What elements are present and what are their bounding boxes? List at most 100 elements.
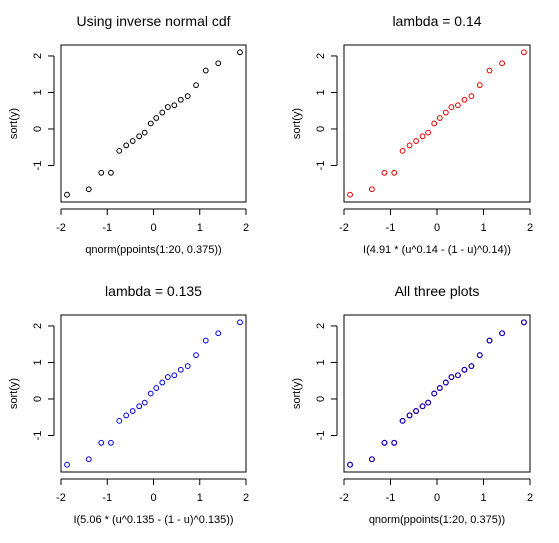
y-tick-label: 1 xyxy=(32,359,44,365)
y-tick-label: 1 xyxy=(315,89,327,95)
data-point xyxy=(177,96,184,103)
data-point xyxy=(171,372,178,379)
data-point xyxy=(85,186,92,193)
x-tick-label: 0 xyxy=(150,492,156,504)
data-point xyxy=(215,330,222,337)
data-point xyxy=(413,138,419,144)
data-point xyxy=(202,67,209,74)
data-points xyxy=(347,49,527,198)
data-point xyxy=(164,104,171,110)
data-point xyxy=(193,352,199,359)
data-point xyxy=(159,379,166,386)
data-point xyxy=(476,352,483,359)
data-point xyxy=(116,417,123,424)
y-axis-label: sort(y) xyxy=(8,108,20,139)
data-point xyxy=(136,403,143,410)
data-point xyxy=(431,390,438,397)
x-tick-label: 2 xyxy=(243,492,249,504)
y-tick-label: 1 xyxy=(315,359,327,365)
data-point xyxy=(448,374,455,380)
plot-frame xyxy=(343,314,531,473)
x-tick-label: 0 xyxy=(434,222,440,234)
data-point xyxy=(215,60,222,67)
y-tick-label: 2 xyxy=(32,53,44,59)
data-point xyxy=(425,129,432,136)
data-points xyxy=(64,319,243,468)
x-axis: -2 -1 0 1 2 xyxy=(56,208,249,234)
y-tick-label: 0 xyxy=(315,126,327,132)
data-point xyxy=(461,366,468,373)
data-point xyxy=(147,120,154,127)
data-point xyxy=(147,390,154,397)
data-point xyxy=(184,93,191,100)
data-point xyxy=(193,82,199,89)
x-tick-label: 1 xyxy=(197,492,203,504)
y-axis-label: sort(y) xyxy=(291,108,303,139)
panel-lambda-0.135: lambda = 0.135 I(5.06 * (u^0.135 - (1 - … xyxy=(8,283,249,526)
x-tick-label: -2 xyxy=(56,492,66,504)
data-point xyxy=(98,439,105,446)
panel-inverse-normal: Using inverse normal cdf qnorm(ppoints(1… xyxy=(8,13,249,256)
data-point xyxy=(399,147,406,154)
y-tick-label: -1 xyxy=(32,431,44,441)
x-tick-label: -2 xyxy=(339,222,349,234)
data-point xyxy=(455,372,461,379)
data-point xyxy=(159,109,166,116)
data-point xyxy=(436,115,443,121)
data-points xyxy=(64,49,243,198)
x-tick-label: -1 xyxy=(102,222,112,234)
data-point xyxy=(141,129,148,136)
x-tick-label: 2 xyxy=(527,492,533,504)
data-point xyxy=(499,330,506,337)
plot-frame xyxy=(60,314,247,473)
data-point xyxy=(237,319,243,326)
y-tick-label: 0 xyxy=(32,396,44,402)
x-axis: -2 -1 0 1 2 xyxy=(56,478,249,504)
x-tick-label: 0 xyxy=(434,492,440,504)
y-axis-label: sort(y) xyxy=(8,378,20,409)
plot-frame xyxy=(343,44,531,203)
data-point xyxy=(98,169,105,176)
data-point xyxy=(406,142,413,149)
data-point xyxy=(406,412,413,419)
data-point xyxy=(85,456,92,463)
data-point xyxy=(486,337,493,344)
panel-title: lambda = 0.135 xyxy=(105,283,202,299)
data-point xyxy=(171,102,178,109)
x-tick-label: -2 xyxy=(56,222,66,234)
x-tick-label: 0 xyxy=(150,222,156,234)
data-point xyxy=(413,408,419,414)
y-axis: -1 0 1 2 xyxy=(32,53,55,171)
data-point xyxy=(177,366,184,373)
y-tick-label: -1 xyxy=(32,161,44,171)
panel-title: Using inverse normal cdf xyxy=(76,13,230,29)
x-tick-label: -1 xyxy=(102,492,112,504)
x-tick-label: 1 xyxy=(480,492,486,504)
data-points xyxy=(347,319,527,468)
data-point xyxy=(64,191,70,198)
data-point xyxy=(399,417,406,424)
data-point xyxy=(468,363,475,370)
data-point xyxy=(381,439,388,446)
data-point xyxy=(521,319,527,326)
y-tick-label: 2 xyxy=(315,323,327,329)
x-axis-label: qnorm(ppoints(1:20, 0.375)) xyxy=(85,244,221,256)
data-point xyxy=(391,439,398,446)
data-point xyxy=(476,82,483,89)
y-axis-label: sort(y) xyxy=(291,378,303,409)
data-point xyxy=(64,461,70,468)
data-point xyxy=(347,191,353,198)
data-point xyxy=(369,186,375,193)
y-axis: -1 0 1 2 xyxy=(32,323,55,441)
x-axis: -2 -1 0 1 2 xyxy=(339,208,533,234)
data-point xyxy=(499,60,506,67)
plot-frame xyxy=(60,44,247,203)
x-tick-label: 2 xyxy=(243,222,249,234)
y-tick-label: -1 xyxy=(315,431,327,441)
data-point xyxy=(347,461,353,468)
data-point xyxy=(123,142,130,149)
data-point xyxy=(461,96,468,103)
data-point xyxy=(164,374,171,380)
data-point xyxy=(425,399,432,406)
